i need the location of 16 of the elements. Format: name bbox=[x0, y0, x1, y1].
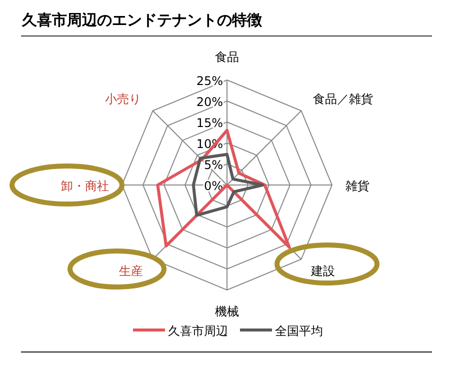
y-tick-label: 25% bbox=[196, 74, 223, 88]
legend-label: 全国平均 bbox=[275, 324, 323, 338]
y-tick-label: 15% bbox=[196, 116, 223, 130]
y-tick-label: 5% bbox=[204, 158, 223, 172]
spoke-label: 生産 bbox=[119, 264, 144, 278]
y-tick-label: 0% bbox=[204, 179, 223, 193]
spoke-label: 食品 bbox=[215, 50, 239, 64]
spoke-label: 小売り bbox=[105, 92, 142, 106]
spoke-label: 食品／雑貨 bbox=[312, 92, 373, 106]
spoke-label: 卸・商社 bbox=[60, 179, 109, 193]
spoke-label: 建設 bbox=[310, 264, 335, 278]
chart-title: 久喜市周辺のエンドテナントの特徴 bbox=[21, 11, 263, 29]
legend-label: 久喜市周辺 bbox=[168, 324, 228, 338]
y-tick-label: 20% bbox=[196, 95, 223, 109]
spoke-label: 機械 bbox=[215, 304, 239, 318]
spoke-label: 雑貨 bbox=[345, 179, 370, 193]
